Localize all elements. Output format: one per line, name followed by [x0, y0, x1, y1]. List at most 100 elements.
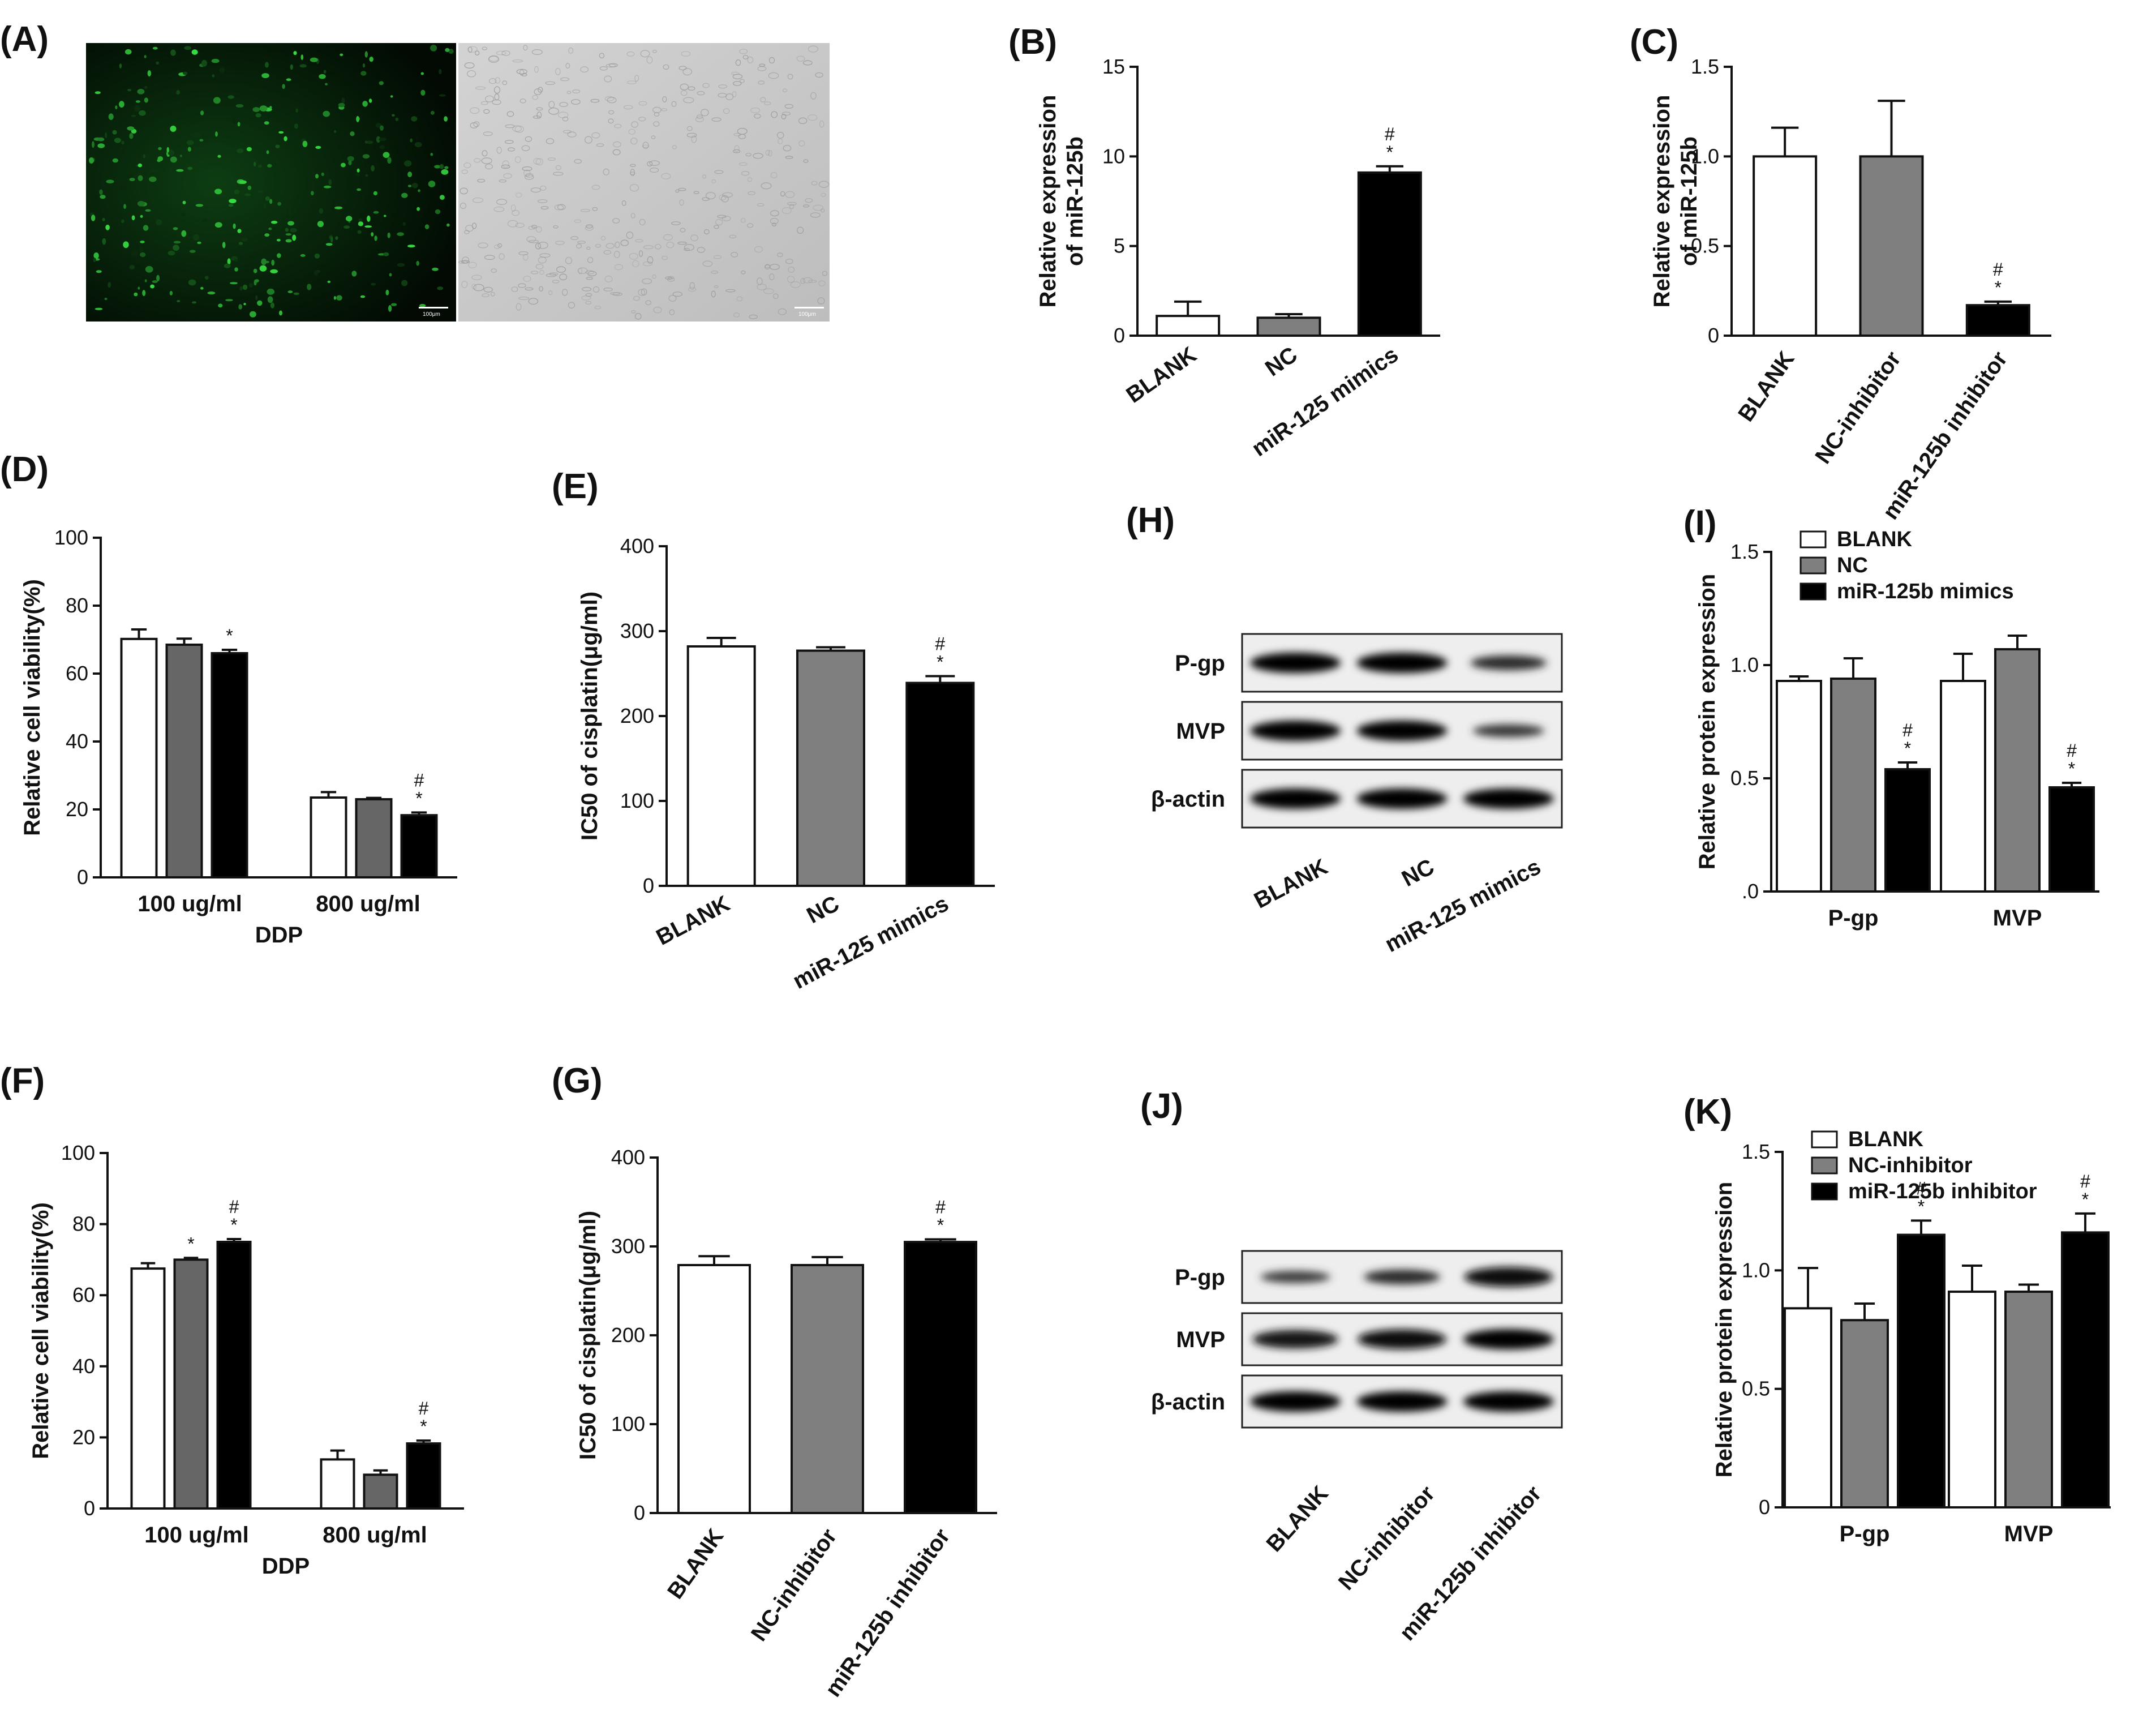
cell	[661, 173, 671, 179]
cell	[665, 276, 672, 280]
hash-mark: #	[1916, 1178, 1926, 1198]
cell	[680, 228, 686, 233]
cell	[770, 218, 779, 225]
cell	[634, 239, 643, 243]
cell	[379, 81, 384, 85]
cell	[264, 233, 270, 237]
panel-letter-k: (K)	[1683, 1092, 1732, 1132]
cell	[446, 223, 450, 227]
asterisk-mark: *	[1918, 1196, 1925, 1216]
cell	[390, 303, 397, 306]
cell	[764, 101, 771, 105]
cell	[276, 239, 281, 242]
panel-letter-c: (C)	[1630, 23, 1678, 62]
panel-letter-i: (I)	[1683, 504, 1717, 543]
cell	[558, 112, 569, 118]
cell	[356, 115, 359, 122]
legend-swatch	[1799, 556, 1827, 575]
cell	[497, 243, 503, 248]
cell	[554, 204, 564, 211]
cell	[140, 241, 145, 243]
cell	[121, 140, 124, 145]
cell	[710, 271, 719, 274]
cell	[765, 149, 770, 156]
bar	[400, 814, 438, 878]
cell	[771, 111, 778, 118]
cell	[222, 242, 226, 248]
cell	[600, 235, 606, 241]
legend-swatch	[1811, 1156, 1838, 1175]
cell	[649, 160, 660, 166]
cell	[384, 215, 386, 217]
cell	[441, 169, 449, 175]
cell	[114, 138, 121, 143]
cell	[802, 277, 813, 284]
cell	[315, 174, 319, 179]
cell	[518, 297, 530, 300]
cell	[539, 286, 543, 292]
legend-swatch	[1811, 1130, 1838, 1148]
cell	[364, 225, 372, 228]
cell	[401, 192, 408, 198]
x-category-label: MVP	[1993, 906, 2042, 931]
cell	[357, 230, 362, 234]
asterisk-mark: *	[415, 788, 422, 808]
cell	[191, 49, 198, 55]
cell	[432, 267, 439, 271]
cell	[346, 216, 353, 222]
cell	[275, 144, 280, 148]
cell	[145, 265, 153, 273]
blot-band	[1357, 1329, 1447, 1349]
cell	[430, 45, 437, 52]
cell	[733, 149, 741, 153]
x-category-label: NC	[803, 891, 844, 928]
cell	[225, 299, 233, 302]
cell	[585, 225, 594, 231]
cell	[675, 189, 680, 193]
cell	[778, 138, 783, 144]
y-tick-label: 0	[77, 865, 88, 889]
cell	[535, 242, 542, 250]
cell	[120, 147, 123, 150]
cell	[714, 225, 719, 229]
cell	[137, 201, 145, 207]
cell	[723, 108, 730, 114]
cell	[390, 95, 393, 98]
cell	[714, 285, 719, 289]
cell	[228, 204, 234, 207]
cell	[100, 195, 106, 199]
cell	[764, 264, 771, 270]
cell	[119, 101, 124, 108]
cell	[323, 70, 327, 74]
cell	[747, 56, 754, 64]
cell	[261, 258, 267, 265]
cell	[140, 252, 146, 258]
cell	[211, 58, 220, 63]
cell	[565, 63, 570, 69]
cell	[327, 280, 331, 283]
cell	[119, 185, 127, 190]
cell	[693, 191, 699, 194]
cell	[678, 66, 687, 71]
bar	[165, 644, 203, 878]
hash-mark: #	[1993, 259, 2003, 280]
cell	[585, 301, 592, 305]
bar	[216, 1241, 252, 1510]
cell	[568, 302, 575, 309]
asterisk-mark: *	[1904, 738, 1911, 758]
cell	[319, 74, 326, 79]
cell	[516, 192, 522, 198]
cell	[785, 156, 793, 159]
x-axis-label: DDP	[255, 923, 303, 948]
cell	[780, 191, 785, 197]
cell	[112, 130, 117, 135]
blot-lane-label: BLANK	[1261, 1481, 1333, 1557]
cell	[290, 228, 297, 233]
cell	[248, 283, 254, 288]
cell	[652, 49, 657, 53]
cell	[102, 218, 105, 222]
cell	[711, 179, 716, 183]
cell	[411, 183, 418, 188]
cell	[126, 174, 134, 179]
cell	[570, 236, 578, 241]
